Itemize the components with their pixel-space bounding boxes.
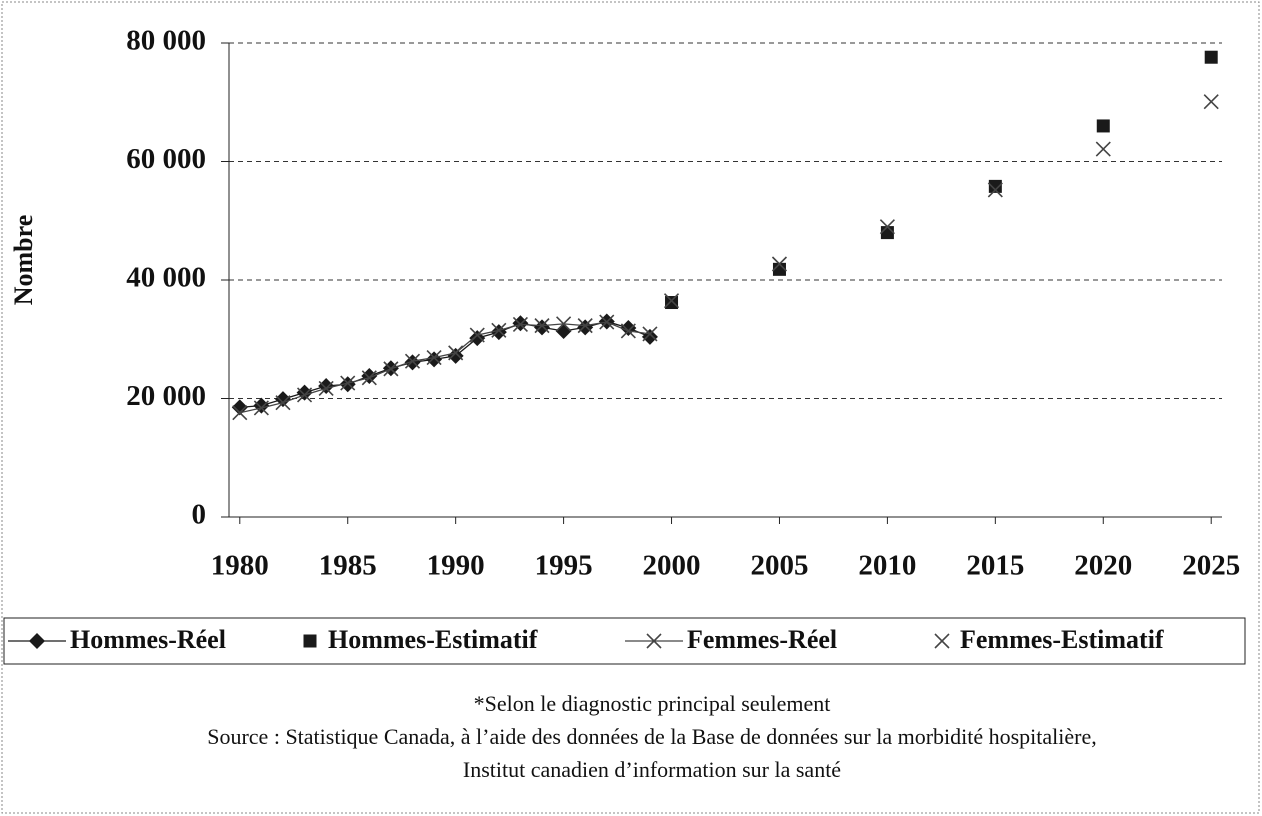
marker [232,405,248,421]
legend-marker [29,633,45,649]
marker [988,179,1002,193]
note: Institut canadien d’information sur la s… [463,757,841,782]
marker [447,347,464,364]
marker [426,351,443,368]
marker [1203,94,1219,110]
legend-box [3,617,1246,665]
marker [318,380,334,396]
marker [641,328,658,345]
marker [577,318,593,334]
x-tick-label: 2010 [858,550,916,582]
legend-marker [646,633,662,649]
marker [490,324,507,341]
legend-label: Hommes-Estimatif [328,625,538,654]
marker [1204,50,1218,64]
marker [1096,119,1110,133]
marker [663,293,680,309]
marker [772,262,786,276]
marker [253,397,270,414]
marker [1095,141,1111,157]
marker [512,316,528,333]
marker [880,226,894,240]
x-tick-label: 2020 [1074,550,1132,582]
marker [296,387,313,403]
x-tick-label: 1990 [427,550,485,582]
marker [253,400,269,416]
marker [275,395,291,411]
marker [556,316,572,332]
legend-label: Hommes-Réel [70,625,226,654]
legend-label: Femmes-Estimatif [960,625,1164,654]
marker [534,319,551,336]
marker [555,322,572,339]
marker [361,367,378,384]
x-tick-label: 1995 [535,550,593,582]
legend-label: Femmes-Réel [687,625,837,654]
x-tick-label: 2005 [750,550,808,582]
marker [404,354,421,371]
marker [340,375,356,391]
legend-marker [303,634,317,648]
marker [665,296,679,310]
legend-marker [934,633,950,649]
note: Source : Statistique Canada, à l’aide de… [207,724,1097,749]
marker [512,315,529,332]
x-tick-label: 2015 [966,550,1024,582]
marker [879,219,895,235]
marker [620,323,636,339]
y-tick-label: 0 [192,499,207,531]
marker [469,330,486,347]
marker [599,314,615,330]
x-tick-label: 2025 [1182,550,1240,582]
series-line [239,321,651,414]
marker [318,378,335,395]
marker [771,256,788,272]
marker [448,345,464,361]
marker [404,353,421,369]
marker [642,326,658,342]
marker [339,376,356,393]
marker [987,182,1003,198]
x-tick-label: 2000 [643,550,701,582]
marker [469,327,485,343]
marker [491,322,507,338]
x-tick-label: 1985 [319,550,377,582]
y-axis-label: Nombre [9,215,38,306]
marker [383,361,399,377]
y-tick-label: 40 000 [126,262,206,294]
marker [577,319,594,336]
y-tick-label: 60 000 [126,143,206,175]
y-tick-label: 20 000 [126,380,206,412]
marker [361,370,377,386]
y-tick-label: 80 000 [126,25,206,57]
marker [534,318,550,334]
note: *Selon le diagnostic principal seulement [474,691,831,716]
marker [426,350,442,366]
x-tick-label: 1980 [211,550,269,582]
